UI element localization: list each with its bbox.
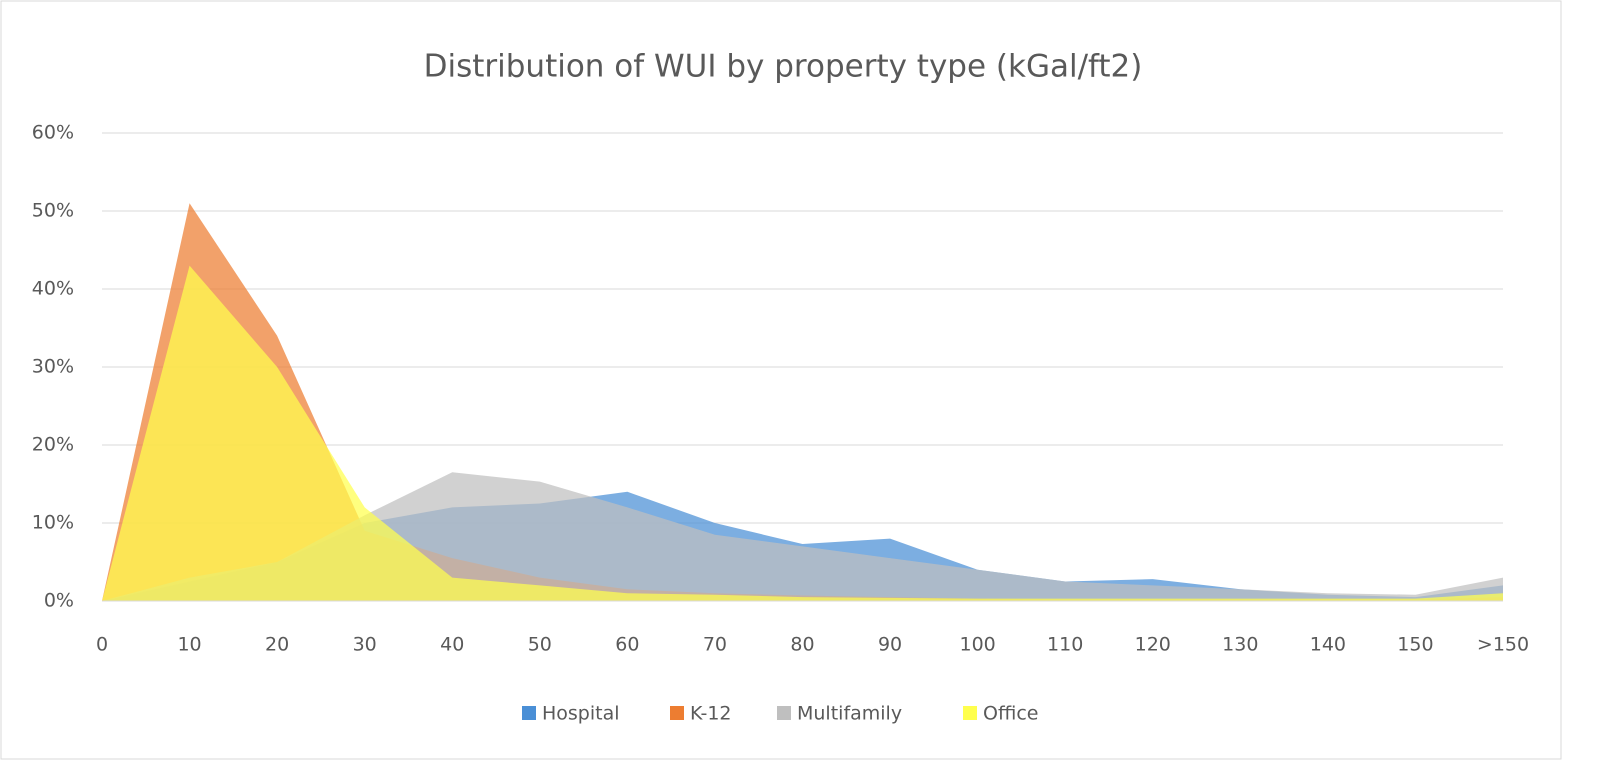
- x-tick-label: 10: [177, 634, 201, 656]
- legend-label: Office: [983, 703, 1038, 725]
- x-tick-label: 80: [790, 634, 814, 656]
- chart-title: Distribution of WUI by property type (kG…: [424, 49, 1143, 85]
- area: [102, 472, 1503, 601]
- x-tick-label: 50: [528, 634, 552, 656]
- legend-label: Hospital: [542, 703, 620, 725]
- legend-swatch: [670, 706, 684, 720]
- legend-swatch: [777, 706, 791, 720]
- x-tick-label: 90: [878, 634, 902, 656]
- x-tick-label: >150: [1477, 634, 1529, 656]
- x-tick-label: 20: [265, 634, 289, 656]
- x-tick-label: 60: [615, 634, 639, 656]
- y-tick-label: 50%: [32, 200, 74, 222]
- x-tick-label: 150: [1397, 634, 1433, 656]
- x-tick-label: 70: [703, 634, 727, 656]
- legend-swatch: [522, 706, 536, 720]
- y-tick-label: 10%: [32, 512, 74, 534]
- legend-swatch: [963, 706, 977, 720]
- y-tick-label: 60%: [32, 122, 74, 144]
- x-tick-label: 40: [440, 634, 464, 656]
- x-tick-label: 120: [1135, 634, 1171, 656]
- x-tick-label: 130: [1222, 634, 1258, 656]
- y-tick-label: 40%: [32, 278, 74, 300]
- y-tick-label: 20%: [32, 434, 74, 456]
- legend-label: Multifamily: [797, 703, 902, 725]
- area: [102, 265, 1503, 601]
- legend-label: K-12: [690, 703, 732, 725]
- x-tick-label: 140: [1310, 634, 1346, 656]
- x-tick-label: 110: [1047, 634, 1083, 656]
- y-tick-label: 0%: [44, 590, 74, 612]
- x-tick-label: 100: [959, 634, 995, 656]
- x-tick-label: 0: [96, 634, 108, 656]
- x-tick-label: 30: [353, 634, 377, 656]
- y-tick-label: 30%: [32, 356, 74, 378]
